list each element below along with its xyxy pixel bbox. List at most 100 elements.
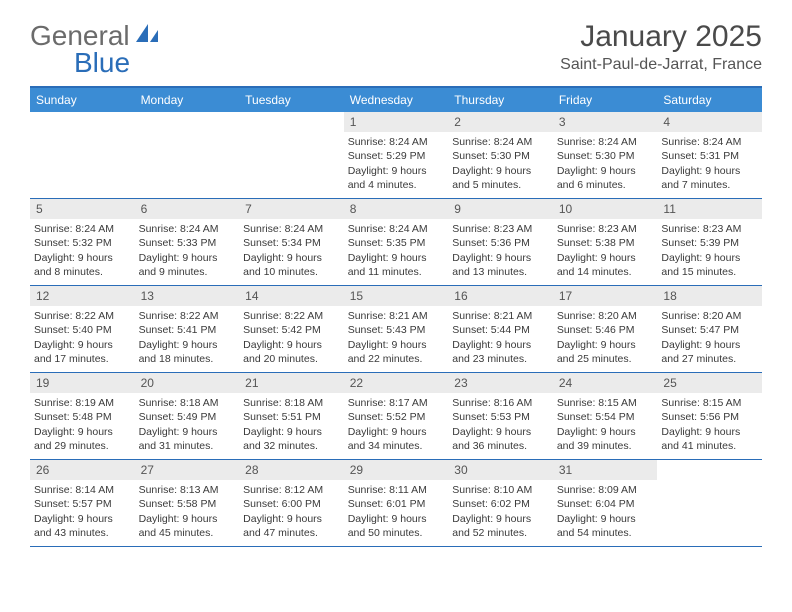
daylight-line: Daylight: 9 hours and 6 minutes. — [557, 164, 654, 192]
title-block: January 2025 Saint-Paul-de-Jarrat, Franc… — [560, 20, 762, 74]
week-row: 5Sunrise: 8:24 AMSunset: 5:32 PMDaylight… — [30, 199, 762, 286]
day-number: 28 — [239, 460, 344, 480]
daylight-line: Daylight: 9 hours and 17 minutes. — [34, 338, 131, 366]
day-number: 26 — [30, 460, 135, 480]
day-cell: 16Sunrise: 8:21 AMSunset: 5:44 PMDayligh… — [448, 286, 553, 372]
day-number: 3 — [553, 112, 658, 132]
day-cell: 4Sunrise: 8:24 AMSunset: 5:31 PMDaylight… — [657, 112, 762, 198]
sunset-line: Sunset: 5:40 PM — [34, 323, 131, 337]
sunset-line: Sunset: 6:01 PM — [348, 497, 445, 511]
sunset-line: Sunset: 5:34 PM — [243, 236, 340, 250]
sunrise-line: Sunrise: 8:11 AM — [348, 483, 445, 497]
daylight-line: Daylight: 9 hours and 43 minutes. — [34, 512, 131, 540]
daylight-line: Daylight: 9 hours and 47 minutes. — [243, 512, 340, 540]
sunrise-line: Sunrise: 8:22 AM — [139, 309, 236, 323]
sunset-line: Sunset: 5:35 PM — [348, 236, 445, 250]
day-cell: 2Sunrise: 8:24 AMSunset: 5:30 PMDaylight… — [448, 112, 553, 198]
day-number: 11 — [657, 199, 762, 219]
sunset-line: Sunset: 5:38 PM — [557, 236, 654, 250]
day-number: 29 — [344, 460, 449, 480]
sunrise-line: Sunrise: 8:20 AM — [661, 309, 758, 323]
sunset-line: Sunset: 5:43 PM — [348, 323, 445, 337]
sunrise-line: Sunrise: 8:15 AM — [661, 396, 758, 410]
empty-cell — [135, 112, 240, 198]
daylight-line: Daylight: 9 hours and 23 minutes. — [452, 338, 549, 366]
daylight-line: Daylight: 9 hours and 27 minutes. — [661, 338, 758, 366]
day-cell: 29 Sunrise: 8:11 AMSunset: 6:01 PMDayligh… — [344, 460, 449, 546]
daylight-line: Daylight: 9 hours and 22 minutes. — [348, 338, 445, 366]
sunset-line: Sunset: 5:39 PM — [661, 236, 758, 250]
sunset-line: Sunset: 5:36 PM — [452, 236, 549, 250]
day-number: 8 — [344, 199, 449, 219]
day-cell: 21Sunrise: 8:18 AMSunset: 5:51 PMDayligh… — [239, 373, 344, 459]
sunset-line: Sunset: 5:56 PM — [661, 410, 758, 424]
sunrise-line: Sunrise: 8:19 AM — [34, 396, 131, 410]
header: General January 2025 Saint-Paul-de-Jarra… — [30, 20, 762, 74]
day-number: 21 — [239, 373, 344, 393]
day-cell: 22Sunrise: 8:17 AMSunset: 5:52 PMDayligh… — [344, 373, 449, 459]
weekday-header: SundayMondayTuesdayWednesdayThursdayFrid… — [30, 88, 762, 112]
sunrise-line: Sunrise: 8:13 AM — [139, 483, 236, 497]
daylight-line: Daylight: 9 hours and 32 minutes. — [243, 425, 340, 453]
sunset-line: Sunset: 6:02 PM — [452, 497, 549, 511]
day-cell: 25Sunrise: 8:15 AMSunset: 5:56 PMDayligh… — [657, 373, 762, 459]
day-number: 18 — [657, 286, 762, 306]
weekday-label: Saturday — [657, 88, 762, 112]
weekday-label: Monday — [135, 88, 240, 112]
weekday-label: Wednesday — [344, 88, 449, 112]
daylight-line: Daylight: 9 hours and 25 minutes. — [557, 338, 654, 366]
sunrise-line: Sunrise: 8:09 AM — [557, 483, 654, 497]
day-cell: 3Sunrise: 8:24 AMSunset: 5:30 PMDaylight… — [553, 112, 658, 198]
daylight-line: Daylight: 9 hours and 4 minutes. — [348, 164, 445, 192]
sunset-line: Sunset: 5:33 PM — [139, 236, 236, 250]
day-cell: 28Sunrise: 8:12 AMSunset: 6:00 PMDayligh… — [239, 460, 344, 546]
sunset-line: Sunset: 5:42 PM — [243, 323, 340, 337]
sunrise-line: Sunrise: 8:24 AM — [661, 135, 758, 149]
day-number: 13 — [135, 286, 240, 306]
day-number: 15 — [344, 286, 449, 306]
calendar: SundayMondayTuesdayWednesdayThursdayFrid… — [30, 86, 762, 547]
daylight-line: Daylight: 9 hours and 54 minutes. — [557, 512, 654, 540]
day-number: 27 — [135, 460, 240, 480]
day-number: 24 — [553, 373, 658, 393]
sunrise-line: Sunrise: 8:24 AM — [348, 135, 445, 149]
day-number: 22 — [344, 373, 449, 393]
sunrise-line: Sunrise: 8:21 AM — [452, 309, 549, 323]
logo-line2: Blue — [30, 47, 130, 79]
sunrise-line: Sunrise: 8:24 AM — [452, 135, 549, 149]
empty-cell — [30, 112, 135, 198]
day-number: 10 — [553, 199, 658, 219]
sunrise-line: Sunrise: 8:15 AM — [557, 396, 654, 410]
weekday-label: Tuesday — [239, 88, 344, 112]
sunrise-line: Sunrise: 8:24 AM — [34, 222, 131, 236]
day-cell: 23Sunrise: 8:16 AMSunset: 5:53 PMDayligh… — [448, 373, 553, 459]
sunrise-line: Sunrise: 8:23 AM — [557, 222, 654, 236]
daylight-line: Daylight: 9 hours and 10 minutes. — [243, 251, 340, 279]
sunrise-line: Sunrise: 8:12 AM — [243, 483, 340, 497]
daylight-line: Daylight: 9 hours and 34 minutes. — [348, 425, 445, 453]
sunset-line: Sunset: 5:41 PM — [139, 323, 236, 337]
day-cell: 18 Sunrise: 8:20 AMSunset: 5:47 PMDayligh… — [657, 286, 762, 372]
daylight-line: Daylight: 9 hours and 36 minutes. — [452, 425, 549, 453]
empty-cell — [657, 460, 762, 546]
week-row: 19Sunrise: 8:19 AMSunset: 5:48 PMDayligh… — [30, 373, 762, 460]
daylight-line: Daylight: 9 hours and 9 minutes. — [139, 251, 236, 279]
sunset-line: Sunset: 5:46 PM — [557, 323, 654, 337]
day-cell: 19Sunrise: 8:19 AMSunset: 5:48 PMDayligh… — [30, 373, 135, 459]
day-cell: 31Sunrise: 8:09 AMSunset: 6:04 PMDayligh… — [553, 460, 658, 546]
sunset-line: Sunset: 5:54 PM — [557, 410, 654, 424]
day-number: 2 — [448, 112, 553, 132]
day-cell: 1Sunrise: 8:24 AMSunset: 5:29 PMDaylight… — [344, 112, 449, 198]
month-title: January 2025 — [560, 20, 762, 54]
day-number: 30 — [448, 460, 553, 480]
sunrise-line: Sunrise: 8:22 AM — [34, 309, 131, 323]
day-number: 23 — [448, 373, 553, 393]
sunrise-line: Sunrise: 8:24 AM — [557, 135, 654, 149]
day-cell: 12Sunrise: 8:22 AMSunset: 5:40 PMDayligh… — [30, 286, 135, 372]
day-cell: 5Sunrise: 8:24 AMSunset: 5:32 PMDaylight… — [30, 199, 135, 285]
sunset-line: Sunset: 5:47 PM — [661, 323, 758, 337]
daylight-line: Daylight: 9 hours and 41 minutes. — [661, 425, 758, 453]
daylight-line: Daylight: 9 hours and 50 minutes. — [348, 512, 445, 540]
sunrise-line: Sunrise: 8:16 AM — [452, 396, 549, 410]
logo-text-2: Blue — [74, 47, 130, 79]
